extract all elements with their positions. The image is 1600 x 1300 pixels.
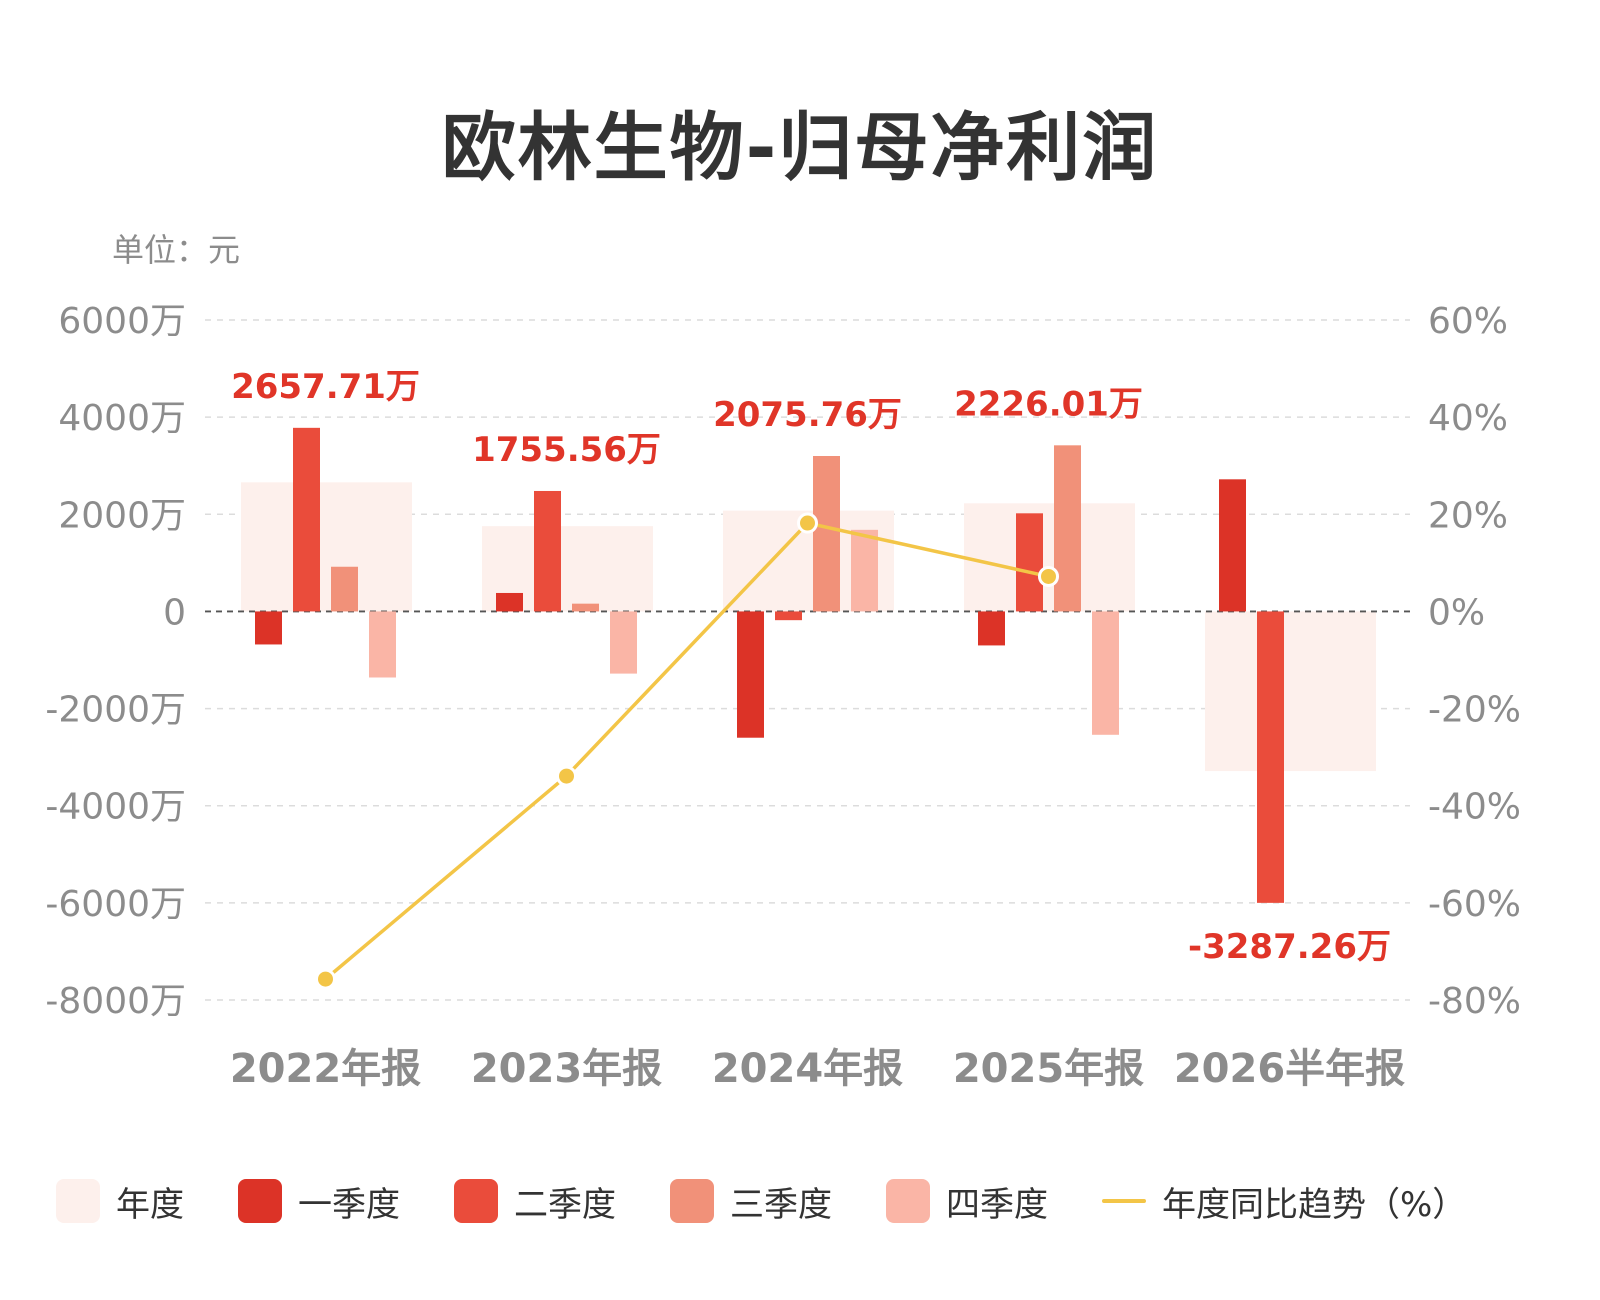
bar-q2	[775, 611, 802, 621]
bar-q3	[813, 456, 840, 612]
bar-q4	[369, 611, 396, 678]
legend-label-q4: 四季度	[946, 1184, 1048, 1225]
right-axis-tick-label: 20%	[1428, 495, 1508, 536]
bar-q2	[293, 427, 320, 612]
left-axis-tick-label: 2000万	[58, 495, 186, 536]
yoy-point	[315, 968, 336, 990]
left-axis-tick-label: -6000万	[45, 884, 186, 925]
legend: 年度 一季度 二季度 三季度 四季度 年度同比趋势（%）	[56, 1177, 1520, 1226]
right-axis-tick-label: 0%	[1428, 592, 1485, 633]
annual-value-label: 1755.56万	[472, 430, 661, 470]
legend-swatch-q4	[886, 1179, 930, 1223]
right-axis-tick-label: -60%	[1428, 884, 1521, 925]
legend-item-q4[interactable]: 四季度	[886, 1177, 1048, 1226]
bar-q1	[496, 592, 523, 612]
x-axis-category-label: 2022年报	[230, 1046, 421, 1092]
x-axis-category-label: 2023年报	[471, 1046, 662, 1092]
bar-q2	[1257, 611, 1284, 903]
yoy-trend-line	[324, 521, 1049, 981]
bar-q3	[331, 566, 358, 612]
legend-item-q2[interactable]: 二季度	[454, 1177, 616, 1226]
bar-q2	[1016, 513, 1043, 612]
right-axis-tick-label: -80%	[1428, 981, 1521, 1022]
annual-background-bar	[964, 503, 1135, 612]
bar-q2	[534, 490, 561, 612]
bar-q4	[1092, 611, 1119, 735]
chart-title: 欧林生物-归母净利润	[441, 105, 1159, 191]
annual-value-label: -3287.26万	[1188, 927, 1391, 967]
annual-value-label: 2075.76万	[713, 395, 902, 435]
yoy-point	[1038, 565, 1059, 587]
left-axis-tick-label: 6000万	[58, 301, 186, 342]
annual-value-label: 2657.71万	[231, 367, 420, 407]
legend-label-q1: 一季度	[298, 1184, 400, 1225]
x-axis-category-label: 2025年报	[953, 1046, 1144, 1092]
bar-q4	[610, 611, 637, 674]
bar-q1	[1219, 479, 1246, 612]
right-axis-tick-label: 60%	[1428, 301, 1508, 342]
x-axis-category-label: 2026半年报	[1174, 1046, 1405, 1092]
bar-q4	[851, 529, 878, 612]
legend-swatch-annual	[56, 1179, 100, 1223]
legend-swatch-q1	[238, 1179, 282, 1223]
left-axis-tick-label: 0	[163, 592, 186, 633]
yoy-point	[556, 765, 577, 787]
legend-item-q3[interactable]: 三季度	[670, 1177, 832, 1226]
annual-value-label: 2226.01万	[954, 384, 1143, 424]
left-axis-tick-label: 4000万	[58, 398, 186, 439]
legend-line-yoy	[1102, 1199, 1146, 1203]
legend-label-yoy: 年度同比趋势（%）	[1162, 1184, 1467, 1225]
x-axis-category-label: 2024年报	[712, 1046, 903, 1092]
legend-item-q1[interactable]: 一季度	[238, 1177, 400, 1226]
bar-q3	[572, 603, 599, 612]
legend-swatch-q3	[670, 1179, 714, 1223]
bar-q1	[737, 611, 764, 738]
right-axis-tick-label: -40%	[1428, 787, 1521, 828]
legend-label-q3: 三季度	[730, 1184, 832, 1225]
legend-swatch-q2	[454, 1179, 498, 1223]
left-axis-tick-label: -4000万	[45, 787, 186, 828]
unit-label: 单位：元	[112, 231, 241, 269]
bar-q3	[1054, 445, 1081, 612]
left-axis-tick-label: -2000万	[45, 690, 186, 731]
legend-item-annual[interactable]: 年度	[56, 1177, 184, 1226]
legend-item-yoy[interactable]: 年度同比趋势（%）	[1102, 1177, 1466, 1226]
annual-background-bar	[1205, 611, 1376, 772]
annual-background-bar	[241, 482, 412, 612]
legend-label-annual: 年度	[116, 1184, 184, 1225]
right-axis-tick-label: 40%	[1428, 398, 1508, 439]
chart-canvas: 6000万 4000万 2000万 0 -2000万 -4000万 -6000万 -8000万…	[45, 301, 1521, 1092]
legend-label-q2: 二季度	[514, 1184, 616, 1225]
right-axis-tick-label: -20%	[1428, 690, 1521, 731]
left-axis-tick-label: -8000万	[45, 981, 186, 1022]
bar-q1	[255, 611, 282, 645]
bar-q1	[978, 611, 1005, 646]
yoy-point	[797, 512, 818, 534]
